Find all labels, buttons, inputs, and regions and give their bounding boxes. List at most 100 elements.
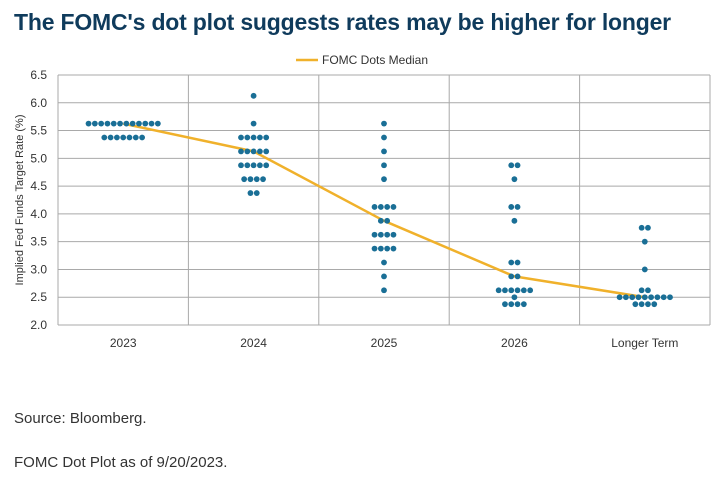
dot-marker xyxy=(377,204,384,210)
dot-marker xyxy=(238,148,244,155)
legend: FOMC Dots Median xyxy=(296,53,428,67)
dot-marker xyxy=(247,176,254,183)
y-tick-label: 5.5 xyxy=(30,124,47,138)
dot-marker xyxy=(148,120,155,127)
dot-marker xyxy=(384,217,391,224)
dot-marker xyxy=(154,120,161,127)
y-tick-label: 2.5 xyxy=(30,290,47,304)
y-axis-ticks: 2.0 2.5 3.0 3.5 4.0 4.5 5.0 5.5 6.0 6.5 xyxy=(30,68,47,332)
y-tick-label: 6.5 xyxy=(30,68,47,82)
dot-marker xyxy=(260,176,266,183)
dot-marker xyxy=(381,120,387,127)
dot-marker xyxy=(495,287,502,294)
dot-marker xyxy=(98,120,105,127)
dot-marker xyxy=(371,245,378,252)
dot-marker xyxy=(635,294,642,301)
y-tick-label: 5.0 xyxy=(30,151,47,165)
dot-marker xyxy=(263,162,270,169)
dot-marker xyxy=(623,294,629,301)
dot-plot-chart: 2.02.53.03.54.04.55.05.56.06.5 2023 2024 2… xyxy=(14,53,711,350)
x-axis-ticks: 2023 2024 2025 2026 Longer Term xyxy=(110,336,679,350)
x-tick-label: 2023 xyxy=(110,336,137,350)
dot-marker xyxy=(85,120,92,127)
x-tick-label: 2025 xyxy=(371,336,398,350)
dot-marker xyxy=(629,294,636,301)
dot-marker xyxy=(250,92,257,99)
dot-marker xyxy=(511,294,518,301)
dot-marker xyxy=(250,148,257,155)
y-tick-label: 2.0 xyxy=(30,318,47,332)
dot-marker xyxy=(244,134,251,141)
dot-marker xyxy=(107,134,114,141)
dot-marker xyxy=(508,301,515,308)
dot-marker xyxy=(511,217,518,224)
dot-marker xyxy=(244,162,251,169)
dot-marker xyxy=(645,224,651,231)
grid-lines xyxy=(57,74,711,326)
dot-marker xyxy=(390,245,397,252)
dot-marker xyxy=(527,287,534,294)
y-tick-label: 4.0 xyxy=(30,207,47,221)
dot-marker xyxy=(667,294,673,301)
dot-marker xyxy=(651,301,658,308)
dot-marker xyxy=(120,134,127,141)
dot-marker xyxy=(641,266,648,273)
dot-marker xyxy=(91,120,98,127)
dot-marker xyxy=(132,134,139,141)
dot-marker xyxy=(514,162,521,169)
dot-marker xyxy=(250,134,257,141)
dot-marker xyxy=(638,287,645,294)
dot-marker xyxy=(645,287,651,294)
dot-marker xyxy=(263,134,270,141)
dot-marker xyxy=(381,176,387,183)
dot-marker xyxy=(381,148,387,155)
dot-marker xyxy=(511,176,518,183)
dot-marker xyxy=(257,148,263,155)
dot-marker xyxy=(632,301,639,308)
dot-marker xyxy=(253,190,260,196)
dot-marker xyxy=(514,301,521,308)
y-axis-label-group: Implied Fed Funds Target Rate (%) xyxy=(14,115,26,286)
dot-marker xyxy=(514,287,521,294)
dot-marker xyxy=(250,120,257,127)
dot-marker xyxy=(114,134,120,141)
as-of-note: FOMC Dot Plot as of 9/20/2023. xyxy=(14,454,228,471)
dot-marker xyxy=(257,162,263,169)
dot-marker xyxy=(139,134,146,141)
dot-marker xyxy=(648,294,654,301)
dot-marker xyxy=(616,294,623,301)
dot-marker xyxy=(250,162,257,169)
dot-marker xyxy=(129,120,136,127)
dot-marker xyxy=(638,224,645,231)
dot-marker xyxy=(641,238,648,245)
median-series xyxy=(122,122,645,299)
dot-marker xyxy=(238,162,244,169)
dot-marker xyxy=(377,231,384,238)
dot-marker xyxy=(508,204,515,210)
y-tick-label: 4.5 xyxy=(30,179,47,193)
dot-marker xyxy=(371,204,378,210)
dot-marker xyxy=(241,176,248,183)
dot-marker xyxy=(371,231,378,238)
dot-marker xyxy=(641,294,648,301)
dot-marker xyxy=(381,273,387,280)
x-tick-label: Longer Term xyxy=(611,336,678,350)
dot-markers xyxy=(85,92,673,308)
dot-marker xyxy=(104,120,111,127)
dot-marker xyxy=(123,120,130,127)
dot-marker xyxy=(377,245,384,252)
dot-marker xyxy=(654,294,661,301)
y-tick-label: 3.0 xyxy=(30,262,47,276)
dot-marker xyxy=(508,162,515,169)
dot-marker xyxy=(390,231,397,238)
x-tick-label: 2024 xyxy=(240,336,267,350)
dot-marker xyxy=(142,120,149,127)
dot-marker xyxy=(381,134,387,141)
dot-marker xyxy=(381,162,387,169)
dot-marker xyxy=(508,259,515,266)
dot-marker xyxy=(381,259,387,266)
dot-marker xyxy=(377,217,384,224)
y-tick-label: 3.5 xyxy=(30,235,47,249)
dot-marker xyxy=(257,134,263,141)
dot-marker xyxy=(253,176,260,183)
